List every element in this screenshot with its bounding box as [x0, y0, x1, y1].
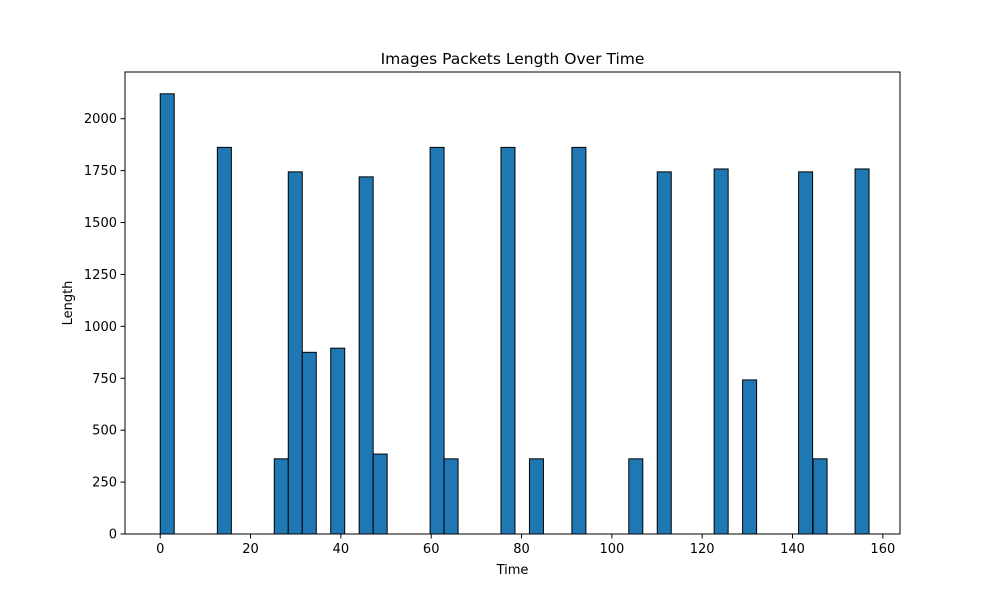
bar-13: [628, 458, 644, 535]
bars-group: [159, 93, 870, 535]
x-tick-label-20: 20: [242, 542, 259, 557]
bar-2: [273, 458, 289, 535]
bar-15: [713, 168, 729, 535]
y-tick-label-250: 250: [92, 476, 117, 491]
plot-frame: [124, 71, 901, 535]
bar-19: [854, 168, 870, 535]
x-axis: 0 20 40 60 80 100 120 140 160: [156, 534, 895, 557]
bar-6: [358, 176, 374, 535]
x-tick-label-120: 120: [690, 542, 715, 557]
y-tick-label-500: 500: [92, 424, 117, 439]
x-tick-label-100: 100: [599, 542, 624, 557]
x-tick-label-40: 40: [333, 542, 350, 557]
bar-12: [571, 146, 587, 535]
y-tick-label-1750: 1750: [84, 164, 117, 179]
x-tick-label-0: 0: [156, 542, 164, 557]
y-tick-label-2000: 2000: [84, 112, 117, 127]
bar-3: [287, 171, 303, 535]
y-tick-label-1250: 1250: [84, 268, 117, 283]
x-tick-label-140: 140: [780, 542, 805, 557]
bar-11: [528, 458, 544, 535]
bar-17: [798, 171, 814, 535]
x-tick-label-160: 160: [870, 542, 895, 557]
bar-8: [429, 146, 445, 535]
y-axis: 0 250 500 750 1000 1250 1500 1750 2000: [84, 112, 125, 543]
bar-10: [500, 146, 516, 535]
y-tick-label-0: 0: [109, 528, 117, 543]
bar-7: [372, 453, 388, 535]
bar-0: [159, 93, 175, 535]
x-axis-label: Time: [496, 563, 529, 578]
chart-title: Images Packets Length Over Time: [381, 50, 645, 68]
y-axis-label: Length: [61, 281, 76, 326]
bar-16: [742, 379, 758, 535]
y-tick-label-1000: 1000: [84, 320, 117, 335]
y-tick-label-1500: 1500: [84, 216, 117, 231]
bar-5: [330, 347, 346, 535]
x-tick-label-60: 60: [423, 542, 440, 557]
bar-9: [443, 458, 459, 535]
bar-4: [301, 351, 317, 535]
bar-18: [812, 458, 828, 535]
y-tick-label-750: 750: [92, 372, 117, 387]
x-tick-label-80: 80: [513, 542, 530, 557]
bar-14: [656, 171, 672, 535]
bar-1: [216, 146, 232, 535]
